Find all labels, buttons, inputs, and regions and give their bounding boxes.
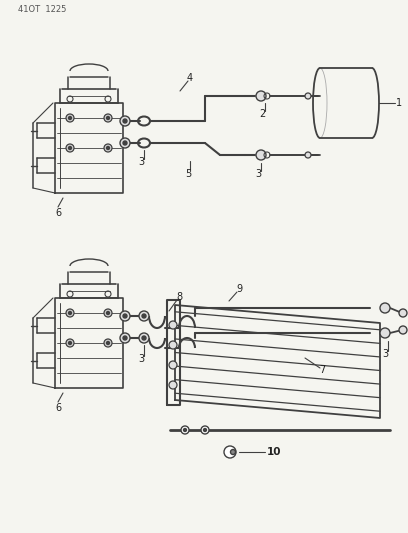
Circle shape: [380, 328, 390, 338]
Text: 7: 7: [319, 365, 325, 375]
Circle shape: [123, 141, 127, 145]
Text: 41OT  1225: 41OT 1225: [18, 5, 67, 14]
Circle shape: [123, 314, 127, 318]
Circle shape: [380, 303, 390, 313]
Circle shape: [305, 152, 311, 158]
Circle shape: [256, 150, 266, 160]
Text: 3: 3: [382, 349, 388, 359]
Circle shape: [66, 114, 74, 122]
Circle shape: [399, 309, 407, 317]
Text: 6: 6: [55, 208, 61, 218]
Text: 4: 4: [187, 73, 193, 83]
Circle shape: [69, 311, 71, 314]
Circle shape: [184, 429, 186, 432]
Circle shape: [120, 311, 130, 321]
Circle shape: [142, 314, 146, 318]
Circle shape: [69, 147, 71, 149]
Text: 10: 10: [267, 447, 282, 457]
Text: 6: 6: [55, 403, 61, 413]
Circle shape: [69, 117, 71, 119]
Text: 5: 5: [185, 169, 191, 179]
Text: 1: 1: [396, 98, 402, 108]
Circle shape: [106, 342, 109, 344]
Circle shape: [399, 326, 407, 334]
Circle shape: [201, 426, 209, 434]
Circle shape: [106, 147, 109, 149]
Circle shape: [104, 114, 112, 122]
Circle shape: [169, 381, 177, 389]
Circle shape: [104, 339, 112, 347]
Circle shape: [106, 311, 109, 314]
Circle shape: [181, 426, 189, 434]
Text: 2: 2: [259, 109, 265, 119]
Text: 3: 3: [255, 169, 261, 179]
Circle shape: [104, 144, 112, 152]
Circle shape: [305, 93, 311, 99]
Circle shape: [142, 336, 146, 340]
Circle shape: [104, 309, 112, 317]
Text: 9: 9: [236, 284, 242, 294]
Circle shape: [169, 361, 177, 369]
Circle shape: [66, 144, 74, 152]
Circle shape: [224, 446, 236, 458]
Circle shape: [231, 449, 235, 455]
Text: 3: 3: [138, 354, 144, 364]
Circle shape: [106, 117, 109, 119]
Circle shape: [120, 333, 130, 343]
Circle shape: [169, 341, 177, 349]
Circle shape: [169, 321, 177, 329]
Circle shape: [66, 339, 74, 347]
Circle shape: [120, 138, 130, 148]
Circle shape: [256, 91, 266, 101]
Circle shape: [69, 342, 71, 344]
Circle shape: [204, 429, 206, 432]
Circle shape: [139, 311, 149, 321]
Text: 3: 3: [138, 157, 144, 167]
Circle shape: [120, 116, 130, 126]
Circle shape: [123, 119, 127, 123]
Text: 8: 8: [176, 292, 182, 302]
Circle shape: [66, 309, 74, 317]
Circle shape: [139, 333, 149, 343]
Circle shape: [123, 336, 127, 340]
